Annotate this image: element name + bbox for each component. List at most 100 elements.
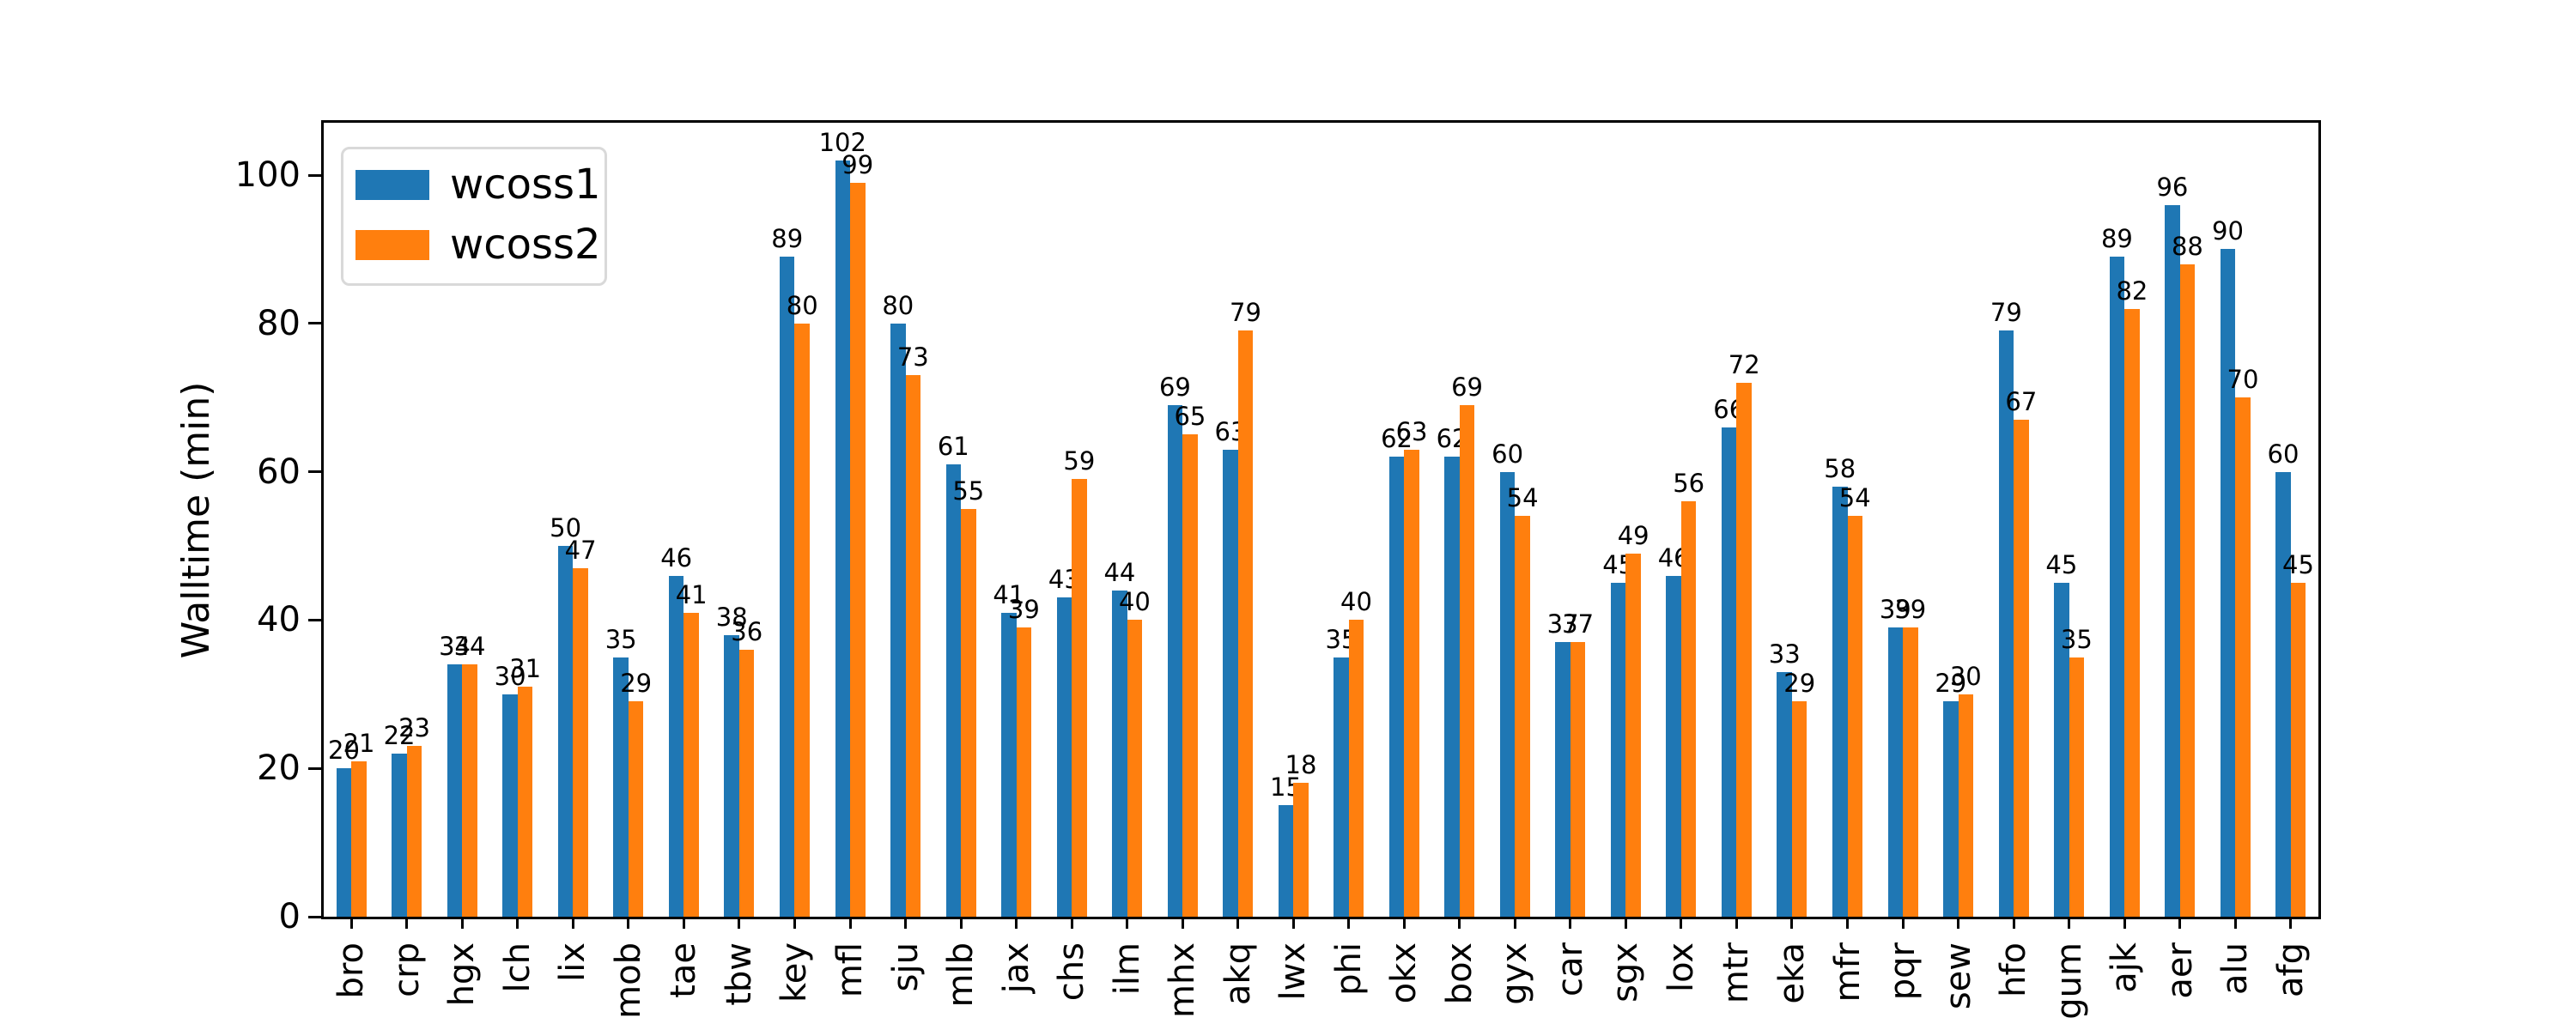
- y-tick-label: 20: [257, 748, 301, 789]
- bar-wcoss2-gyx: [1515, 516, 1530, 917]
- bar-value-wcoss2-mtr: 72: [1728, 349, 1760, 379]
- bar-value-wcoss2-lch: 31: [509, 654, 542, 684]
- bar-value-wcoss1-mhx: 69: [1158, 372, 1191, 402]
- x-tick-label-wrap: mfr: [1828, 942, 1891, 1003]
- x-tick-mark: [1569, 917, 1572, 929]
- bar-wcoss2-bro: [351, 760, 367, 917]
- x-tick-mark: [2012, 917, 2015, 929]
- x-tick-mark: [1624, 917, 1627, 929]
- x-tick-label-chs: chs: [1052, 942, 1092, 1002]
- x-tick-label-sgx: sgx: [1606, 942, 1646, 1003]
- bar-value-wcoss1-pqr: 39: [1879, 595, 1911, 625]
- legend-label-wcoss1: wcoss1: [450, 161, 601, 209]
- bar-wcoss2-mlb: [961, 508, 976, 917]
- bar-value-wcoss2-afg: 45: [2282, 550, 2314, 580]
- x-tick-label-hfo: hfo: [1994, 942, 2034, 997]
- bar-wcoss2-lix: [573, 567, 588, 917]
- bar-wcoss2-lox: [1680, 501, 1697, 917]
- x-tick-label-wrap: ajk: [2105, 942, 2158, 993]
- bar-wcoss1-ajk: [2109, 257, 2125, 917]
- x-tick-label-wrap: car: [1551, 942, 1607, 997]
- bar-value-wcoss2-key: 80: [786, 290, 818, 320]
- bar-value-wcoss1-eka: 33: [1768, 639, 1801, 669]
- bar-wcoss2-jax: [1016, 627, 1032, 917]
- x-tick-label-wrap: sju: [886, 942, 938, 991]
- bar-wcoss2-afg: [2290, 583, 2306, 917]
- bar-value-wcoss2-mfl: 99: [841, 149, 874, 179]
- x-tick-label-lix: lix: [553, 942, 593, 982]
- x-tick-mark: [1458, 917, 1461, 929]
- x-tick-mark: [1291, 917, 1295, 929]
- x-tick-label-okx: okx: [1384, 942, 1425, 1004]
- bar-value-wcoss2-gum: 35: [2060, 624, 2093, 654]
- x-tick-label-gum: gum: [2049, 942, 2089, 1020]
- bar-wcoss2-hfo: [2014, 420, 2029, 917]
- bar-value-wcoss2-eka: 29: [1783, 669, 1816, 699]
- bar-wcoss1-afg: [2275, 471, 2291, 917]
- bar-value-wcoss1-mfl: 102: [818, 127, 866, 157]
- x-tick-label-wrap: crp: [387, 942, 445, 997]
- x-tick-mark: [405, 917, 409, 929]
- bar-wcoss1-eka: [1777, 671, 1792, 917]
- bar-value-wcoss2-hfo: 67: [2005, 387, 2038, 417]
- x-tick-label-mfr: mfr: [1827, 942, 1868, 1003]
- bar-value-wcoss1-jax: 41: [993, 579, 1025, 609]
- bar-wcoss1-chs: [1056, 597, 1072, 917]
- x-tick-label-mfl: mfl: [830, 942, 870, 998]
- x-tick-label-crp: crp: [386, 942, 427, 997]
- x-tick-label-afg: afg: [2270, 942, 2311, 997]
- bar-wcoss2-tbw: [738, 649, 755, 917]
- bar-wcoss1-crp: [392, 753, 407, 917]
- bar-value-wcoss2-jax: 39: [1007, 595, 1040, 625]
- bar-wcoss1-tbw: [724, 634, 739, 917]
- y-tick-mark: [308, 322, 321, 325]
- bar-wcoss2-sew: [1958, 694, 1974, 917]
- x-tick-mark: [682, 917, 685, 929]
- legend-swatch-wcoss2: [355, 229, 429, 260]
- x-tick-mark: [1680, 917, 1683, 929]
- bar-value-wcoss1-lox: 46: [1657, 542, 1690, 573]
- bar-value-wcoss2-sgx: 49: [1617, 520, 1649, 550]
- bar-value-wcoss2-alu: 70: [2227, 365, 2259, 395]
- x-tick-label-jax: jax: [996, 942, 1036, 994]
- bar-value-wcoss1-ilm: 44: [1103, 557, 1136, 587]
- bar-wcoss2-mfl: [850, 182, 866, 917]
- x-tick-label-tbw: tbw: [719, 942, 759, 1006]
- x-tick-mark: [571, 917, 574, 929]
- x-tick-mark: [2233, 917, 2237, 929]
- bar-wcoss2-box: [1459, 404, 1475, 917]
- bar-value-wcoss1-lch: 30: [494, 661, 526, 691]
- bar-wcoss1-mob: [613, 657, 629, 917]
- bar-value-wcoss2-chs: 59: [1063, 446, 1096, 476]
- x-tick-mark: [1735, 917, 1738, 929]
- bar-wcoss1-mfr: [1832, 486, 1848, 917]
- bar-wcoss1-gyx: [1499, 471, 1516, 917]
- x-tick-label-eka: eka: [1771, 942, 1812, 1004]
- y-tick-label: 100: [234, 155, 301, 195]
- x-tick-label-key: key: [775, 942, 815, 1003]
- x-tick-label-wrap: sgx: [1606, 942, 1668, 1003]
- bar-wcoss2-hgx: [462, 664, 477, 917]
- x-tick-label-wrap: hfo: [1994, 942, 2051, 997]
- bar-wcoss2-mhx: [1182, 434, 1198, 917]
- x-tick-label-mlb: mlb: [941, 942, 981, 1008]
- bar-wcoss2-mtr: [1736, 382, 1752, 917]
- bar-value-wcoss2-aer: 88: [2171, 231, 2203, 261]
- legend-item-wcoss1: wcoss1: [343, 154, 605, 215]
- x-tick-mark: [959, 917, 963, 929]
- bar-wcoss1-sew: [1943, 701, 1959, 917]
- legend-swatch-wcoss1: [355, 169, 429, 200]
- bar-value-wcoss2-mfr: 54: [1838, 483, 1871, 513]
- x-tick-label-wrap: chs: [1052, 942, 1113, 1001]
- bar-value-wcoss1-bro: 20: [328, 736, 360, 766]
- x-tick-mark: [2068, 917, 2071, 929]
- bar-value-wcoss2-ilm: 40: [1118, 587, 1151, 617]
- bar-wcoss1-lch: [502, 694, 518, 917]
- x-tick-label-wrap: lch: [498, 942, 550, 992]
- x-tick-mark: [1957, 917, 1960, 929]
- x-tick-mark: [1347, 917, 1351, 929]
- bar-wcoss1-gum: [2054, 583, 2069, 917]
- x-tick-label-pqr: pqr: [1883, 942, 1923, 1001]
- bar-value-wcoss2-sju: 73: [896, 342, 929, 373]
